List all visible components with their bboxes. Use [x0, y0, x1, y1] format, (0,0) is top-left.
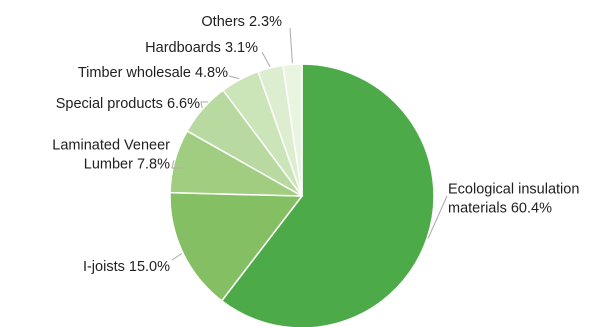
slice-label-laminated-veneer: Laminated Veneer Lumber 7.8% [52, 138, 170, 173]
pie-slices [169, 63, 435, 327]
leader-line-timber-wholesale [228, 75, 240, 80]
slice-label-line: Others 2.3% [201, 14, 282, 30]
slice-label-others: Others 2.3% [201, 14, 282, 30]
slice-label-i-joists: I-joists 15.0% [83, 259, 170, 275]
leader-line-hardboards [261, 51, 271, 68]
slice-label-line: Hardboards 3.1% [145, 40, 258, 56]
leader-line-others [289, 27, 293, 64]
slice-label-line: Special products 6.6% [56, 96, 200, 112]
slice-label-line: Ecological insulation [448, 182, 579, 198]
leader-line-laminated-veneer [171, 160, 183, 169]
slice-label-ecological-insulation: Ecological insulation materials 60.4% [448, 182, 579, 217]
slice-label-line: Lumber 7.8% [84, 157, 170, 173]
slice-label-hardboards: Hardboards 3.1% [145, 40, 258, 56]
pie-slice-others [282, 63, 303, 197]
leader-line-ecological-insulation [427, 195, 448, 239]
leader-line-i-joists [171, 252, 183, 261]
pie-slice-ecological-insulation [220, 63, 435, 327]
slice-label-line: Timber wholesale 4.8% [78, 65, 228, 81]
leader-lines [171, 27, 448, 261]
slice-label-timber-wholesale: Timber wholesale 4.8% [78, 65, 228, 81]
pie-slice-i-joists [169, 191, 304, 302]
slice-label-line: I-joists 15.0% [83, 259, 170, 275]
slice-label-line: Laminated Veneer [52, 138, 170, 154]
leader-line-special-products [200, 101, 208, 109]
slice-label-line: materials 60.4% [448, 201, 552, 217]
slice-labels: Ecological insulation materials 60.4% I-jo… [52, 14, 579, 275]
slice-label-special-products: Special products 6.6% [56, 96, 200, 112]
